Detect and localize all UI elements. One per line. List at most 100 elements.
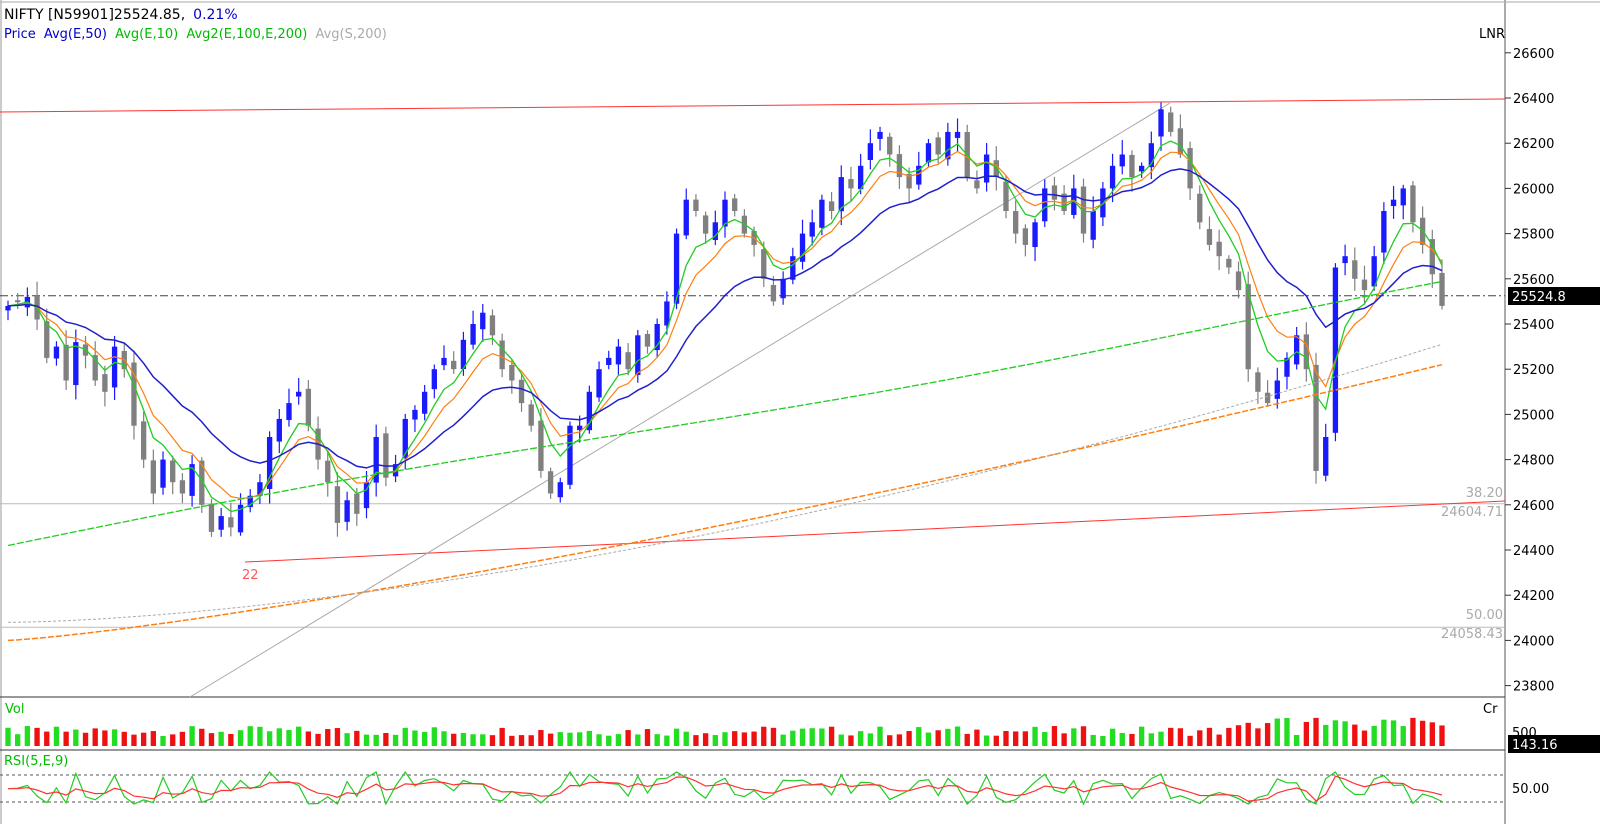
- candles: [5, 102, 1445, 537]
- volume-bar: [1419, 720, 1426, 746]
- candle-body: [1284, 357, 1290, 377]
- volume-bar: [906, 731, 912, 746]
- volume-bar: [121, 731, 127, 746]
- volume-bar: [1187, 735, 1193, 746]
- candle-body: [732, 198, 738, 211]
- candle-body: [15, 300, 21, 303]
- candle-body: [799, 233, 806, 262]
- candle-body: [1439, 272, 1445, 306]
- indicator-legend: Price Avg(E,50) Avg(E,10) Avg2(E,100,E,2…: [4, 27, 387, 42]
- candle-body: [954, 131, 961, 138]
- volume-bar: [1051, 726, 1058, 746]
- volume-bar: [131, 734, 137, 746]
- volume-bar: [1109, 728, 1116, 746]
- candle-body: [140, 421, 147, 460]
- candle-body: [974, 180, 980, 189]
- volume-bar: [664, 735, 670, 746]
- volume-bar: [799, 728, 806, 746]
- volume-bar: [528, 735, 534, 746]
- candle-body: [586, 391, 593, 431]
- candle-body: [334, 486, 341, 523]
- candle-body: [179, 480, 186, 494]
- candle-body: [538, 420, 544, 471]
- rsi-tick-label: 50.00: [1512, 782, 1549, 797]
- candle-body: [1342, 256, 1348, 264]
- volume-bar: [1274, 718, 1280, 746]
- volume-bar: [286, 730, 292, 746]
- candle-body: [1410, 185, 1416, 223]
- candle-body: [431, 369, 437, 390]
- candle-body: [712, 222, 718, 240]
- volume-bar: [557, 732, 563, 746]
- candle-body: [1138, 165, 1145, 172]
- volume-bar: [857, 731, 864, 746]
- volume-current-box: [1508, 735, 1600, 753]
- ema50-line: [7, 168, 1443, 469]
- volume-bar: [954, 726, 961, 746]
- volume-bar: [1090, 734, 1096, 746]
- candle-body: [867, 143, 874, 160]
- current-price-box: [1508, 287, 1600, 305]
- candle-body: [237, 504, 244, 533]
- candle-body: [906, 173, 912, 189]
- price-tick-label: 24600: [1513, 499, 1554, 514]
- candle-body: [1129, 154, 1135, 178]
- price-tick-label: 24400: [1513, 544, 1554, 559]
- candle-body: [1371, 256, 1377, 287]
- candle-body: [1303, 334, 1310, 370]
- volume-bar: [1226, 727, 1232, 746]
- volume-bar: [1400, 726, 1406, 746]
- volume-bar: [1177, 728, 1184, 746]
- volume-bar: [654, 734, 660, 746]
- volume-bar: [547, 733, 554, 746]
- scale-mode-label[interactable]: LNR: [1479, 27, 1505, 42]
- volume-bar: [1216, 734, 1222, 746]
- volume-bar: [732, 731, 738, 746]
- volume-bar: [489, 735, 496, 746]
- candle-body: [1168, 112, 1174, 132]
- candle-body: [887, 136, 893, 155]
- volume-bar: [218, 731, 224, 746]
- volume-bar: [1303, 721, 1310, 746]
- candle-body: [1226, 258, 1232, 268]
- volume-bar: [877, 726, 883, 746]
- volume-bar: [567, 732, 573, 746]
- candle-body: [654, 324, 660, 351]
- rsi-plot: [0, 770, 1505, 806]
- candle-body: [528, 404, 534, 426]
- volume-bar: [1168, 727, 1174, 746]
- volume-bar: [964, 733, 970, 746]
- candle-body: [489, 315, 496, 336]
- price-tick-label: 26400: [1513, 92, 1554, 107]
- candle-body: [470, 324, 476, 345]
- volume-bar: [945, 728, 951, 746]
- volume-bar: [712, 735, 718, 746]
- candle-body: [53, 346, 60, 359]
- volume-bar: [1148, 733, 1154, 746]
- candle-body: [761, 249, 767, 279]
- volume-bar: [237, 730, 244, 746]
- candle-body: [702, 215, 709, 234]
- candle-body: [683, 199, 689, 236]
- volume-bar: [683, 731, 689, 746]
- candle-body: [819, 199, 825, 228]
- volume-bar: [635, 734, 641, 746]
- volume-bar: [1439, 725, 1445, 746]
- volume-current-label: 143.16: [1512, 738, 1558, 753]
- volume-bar: [5, 727, 11, 746]
- candle-body: [547, 471, 554, 494]
- fib-50-value: 24058.43: [1441, 627, 1503, 642]
- candle-body: [518, 379, 525, 404]
- volume-bar: [848, 735, 854, 746]
- rsi-title: RSI(5,E,9): [4, 754, 68, 769]
- candle-body: [1080, 186, 1087, 234]
- candle-body: [1400, 188, 1406, 206]
- candle-body: [693, 199, 699, 211]
- current-price-label: 25524.8: [1512, 290, 1566, 305]
- volume-bar: [92, 728, 98, 746]
- candle-body: [266, 437, 273, 489]
- volume-bar: [644, 729, 651, 746]
- volume-bar: [518, 735, 525, 746]
- fib-382-value: 24604.71: [1441, 505, 1503, 520]
